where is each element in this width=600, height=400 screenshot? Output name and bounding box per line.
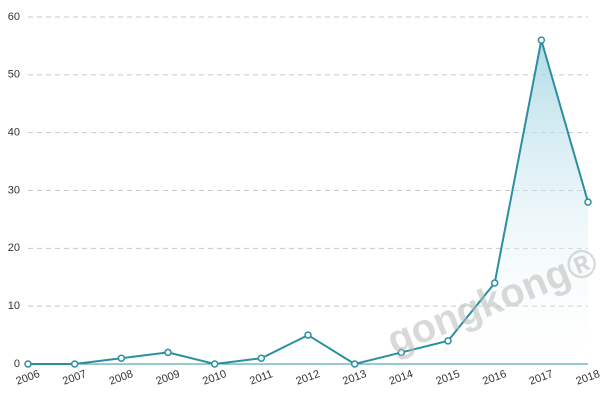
y-tick-label: 40 xyxy=(8,127,20,139)
y-tick-label: 50 xyxy=(8,69,20,81)
point xyxy=(397,348,406,357)
x-tick-label: 2016 xyxy=(481,368,508,388)
x-tick-label: 2008 xyxy=(108,368,135,388)
x-tick-label: 2012 xyxy=(294,368,321,388)
point xyxy=(164,348,172,357)
point xyxy=(304,331,312,339)
y-tick-label: 30 xyxy=(8,184,20,196)
point xyxy=(350,360,359,368)
y-tick-label: 0 xyxy=(14,358,20,370)
x-tick-label: 2017 xyxy=(528,368,555,388)
x-tick-label: 2007 xyxy=(61,368,88,388)
y-tick-label: 60 xyxy=(8,11,20,23)
point xyxy=(584,198,592,206)
x-tick-label: 2006 xyxy=(14,368,41,388)
point xyxy=(70,360,79,368)
x-tick-label: 2011 xyxy=(248,368,274,387)
x-tick-label: 2010 xyxy=(201,368,228,388)
point xyxy=(210,360,219,368)
point xyxy=(24,360,32,368)
x-tick-label: 2014 xyxy=(388,368,415,388)
point xyxy=(490,279,499,287)
x-tick-label: 2013 xyxy=(341,368,368,388)
x-tick-label: 2015 xyxy=(434,368,461,388)
y-tick-label: 20 xyxy=(8,242,20,254)
x-tick-label: 2018 xyxy=(574,368,600,388)
x-tick-label: 2009 xyxy=(154,368,181,388)
point xyxy=(537,36,546,44)
point xyxy=(257,354,266,362)
point xyxy=(444,337,452,345)
y-tick-label: 10 xyxy=(8,300,20,312)
point xyxy=(117,354,126,362)
area xyxy=(28,40,588,365)
